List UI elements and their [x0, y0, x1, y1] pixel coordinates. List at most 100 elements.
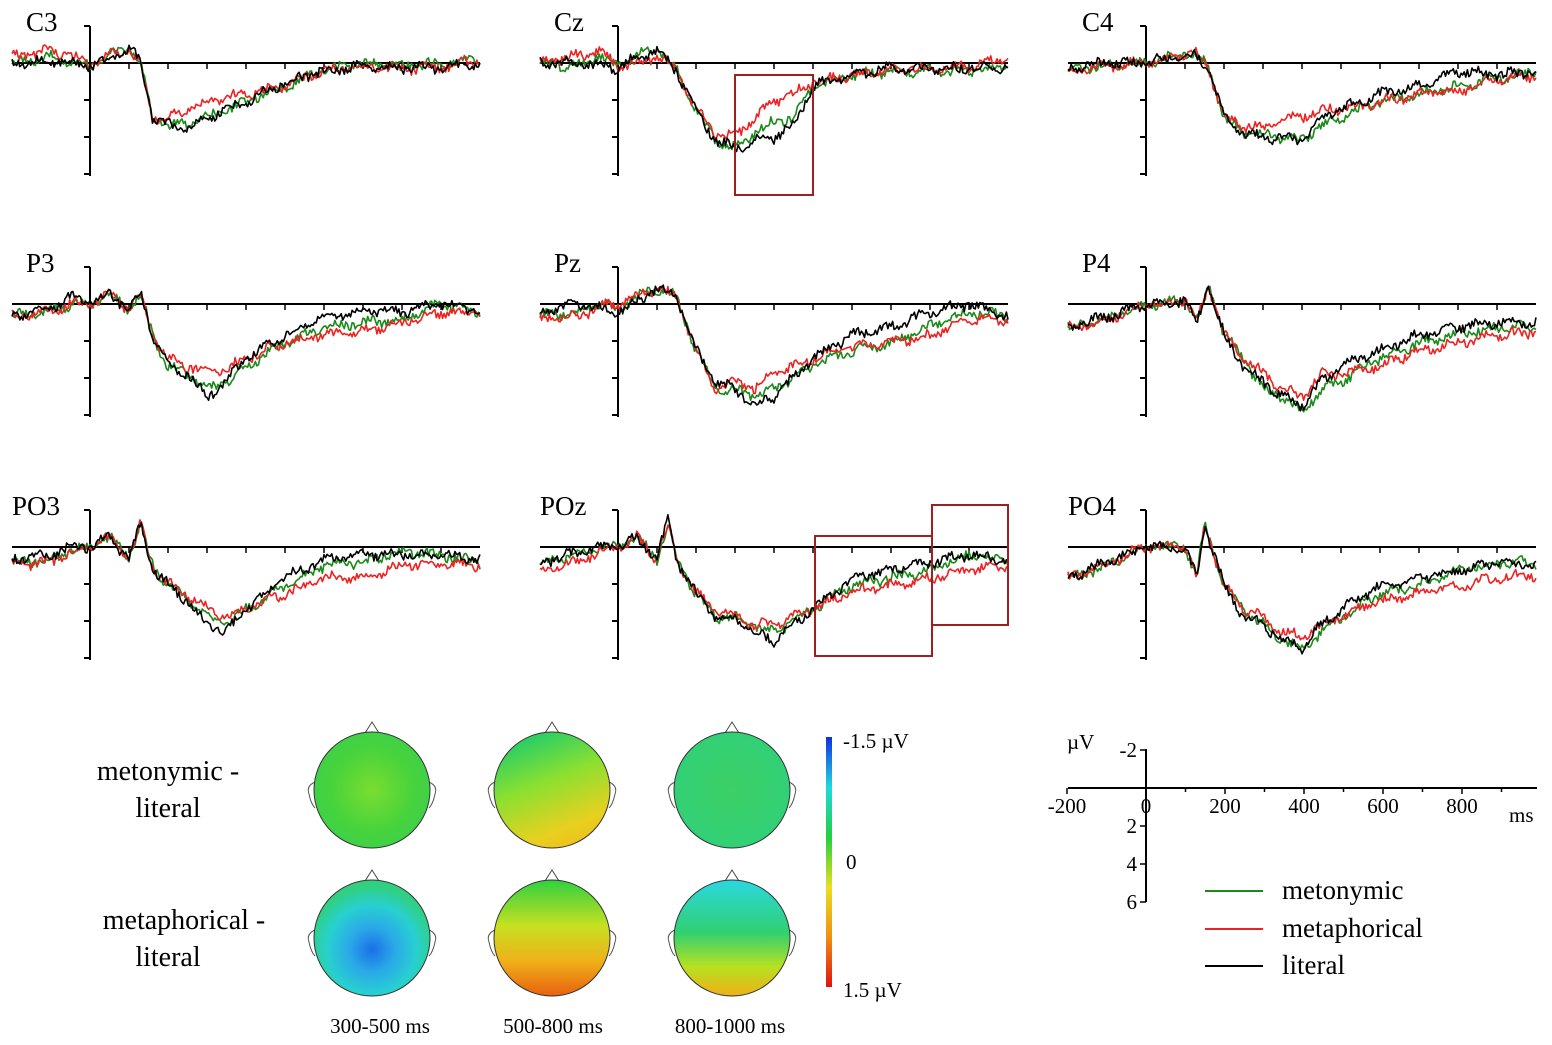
series-line-metonymic	[539, 286, 1009, 402]
series-line-metonymic	[11, 45, 481, 130]
nose-icon	[364, 869, 380, 882]
erp-panel-p3: P3	[11, 248, 481, 417]
series-line-literal	[1067, 285, 1537, 412]
left-ear-icon	[487, 929, 496, 957]
erp-panel-po3: PO3	[11, 491, 481, 660]
erp-panel-c4: C4	[1067, 7, 1537, 176]
series-line-metonymic	[1067, 50, 1537, 145]
colorbar	[826, 737, 832, 987]
topo-row-label-1a: metonymic -	[97, 756, 239, 787]
nose-icon	[364, 721, 380, 734]
series-line-metaphorical	[11, 44, 481, 125]
erp-panel-pz: Pz	[539, 248, 1009, 417]
erp-panel-cz: Cz	[539, 7, 1009, 176]
topo-section: metonymic - literal metaphorical - liter…	[97, 721, 909, 1038]
scale-x-tick-label: -200	[1048, 794, 1087, 818]
scale-x-tick-label: 0	[1141, 794, 1152, 818]
right-ear-icon	[428, 929, 437, 957]
scale-y-tick-label: -2	[1120, 738, 1138, 762]
topo-map-r1-c1	[307, 721, 437, 849]
series-line-literal	[1067, 49, 1537, 146]
series-line-literal	[539, 514, 1009, 648]
topo-map-r1-c3	[667, 721, 797, 849]
channel-label-c3: C3	[26, 7, 58, 37]
series-line-literal	[11, 44, 481, 133]
topo-map-r2-c2	[487, 869, 617, 997]
scale-x-tick-label: 200	[1209, 794, 1241, 818]
scalp-map	[673, 879, 791, 997]
left-ear-icon	[307, 929, 316, 957]
topo-window-3: 800-1000 ms	[675, 1014, 785, 1038]
series-line-metaphorical	[539, 285, 1009, 395]
legend-label-metaphorical: metaphorical	[1282, 913, 1423, 943]
channel-label-po4: PO4	[1068, 491, 1117, 521]
channel-label-c4: C4	[1082, 7, 1114, 37]
colorbar-mid-label: 0	[846, 850, 857, 874]
series-line-metonymic	[1067, 521, 1537, 650]
scalp-map	[313, 731, 431, 849]
erp-panels: C3 Cz C4 P3 Pz P4 PO3 POz PO4	[11, 7, 1537, 660]
right-ear-icon	[788, 929, 797, 957]
scalp-map	[493, 879, 611, 997]
left-ear-icon	[667, 781, 676, 809]
right-ear-icon	[788, 781, 797, 809]
highlight-boxes	[734, 74, 1009, 657]
erp-panel-po4: PO4	[1067, 491, 1537, 660]
channel-label-cz: Cz	[554, 7, 584, 37]
series-line-metaphorical	[1067, 287, 1537, 401]
topo-row-label-2b: literal	[135, 942, 201, 973]
series-line-literal	[539, 284, 1009, 406]
colorbar-bottom-label: 1.5 µV	[843, 978, 902, 1002]
legend-label-literal: literal	[1282, 950, 1345, 980]
scale-x-tick-label: 600	[1367, 794, 1399, 818]
left-ear-icon	[487, 781, 496, 809]
scalp-map	[673, 731, 791, 849]
erp-panel-c3: C3	[11, 7, 481, 176]
nose-icon	[724, 721, 740, 734]
legend: metonymic metaphorical literal	[1205, 875, 1423, 980]
scalp-map	[493, 731, 611, 849]
series-line-literal	[11, 521, 481, 636]
left-ear-icon	[667, 929, 676, 957]
channel-label-pz: Pz	[554, 248, 581, 278]
erp-panel-p4: P4	[1067, 248, 1537, 417]
nose-icon	[544, 721, 560, 734]
scale-y-tick-label: 4	[1127, 852, 1138, 876]
scale-y-tick-label: 2	[1127, 814, 1138, 838]
series-line-metonymic	[539, 524, 1009, 634]
channel-label-p3: P3	[26, 248, 55, 278]
legend-label-metonymic: metonymic	[1282, 875, 1403, 905]
scale-axes: -200 0 200 400 600 800 -2 2 4 6 µV ms	[1048, 730, 1537, 914]
scalp-map	[313, 879, 431, 997]
topo-row-label-1b: literal	[135, 793, 201, 824]
topo-map-r2-c3	[667, 869, 797, 997]
channel-label-p4: P4	[1082, 248, 1111, 278]
topo-row-label-2a: metaphorical -	[103, 905, 265, 936]
topo-map-r2-c1	[307, 869, 437, 997]
scale-unit-label: µV	[1067, 730, 1094, 754]
topo-map-r1-c2	[487, 721, 617, 849]
series-line-metaphorical	[11, 519, 481, 621]
series-line-metonymic	[539, 46, 1009, 151]
nose-icon	[544, 869, 560, 882]
colorbar-top-label: -1.5 µV	[843, 729, 909, 753]
left-ear-icon	[307, 781, 316, 809]
series-line-metaphorical	[1067, 526, 1537, 641]
series-line-literal	[11, 288, 481, 401]
scale-y-tick-label: 6	[1127, 890, 1138, 914]
channel-label-po3: PO3	[12, 491, 60, 521]
series-line-literal	[1067, 525, 1537, 655]
cz-highlight-box	[734, 74, 814, 196]
poz-highlight-box-2	[931, 504, 1009, 626]
erp-panel-poz: POz	[539, 491, 1009, 660]
series-line-metaphorical	[539, 524, 1009, 631]
right-ear-icon	[428, 781, 437, 809]
channel-label-poz: POz	[540, 491, 587, 521]
right-ear-icon	[608, 929, 617, 957]
nose-icon	[724, 869, 740, 882]
right-ear-icon	[608, 781, 617, 809]
scale-x-tick-label: 800	[1446, 794, 1478, 818]
scale-x-tick-label: 400	[1288, 794, 1320, 818]
series-line-literal	[539, 45, 1009, 153]
